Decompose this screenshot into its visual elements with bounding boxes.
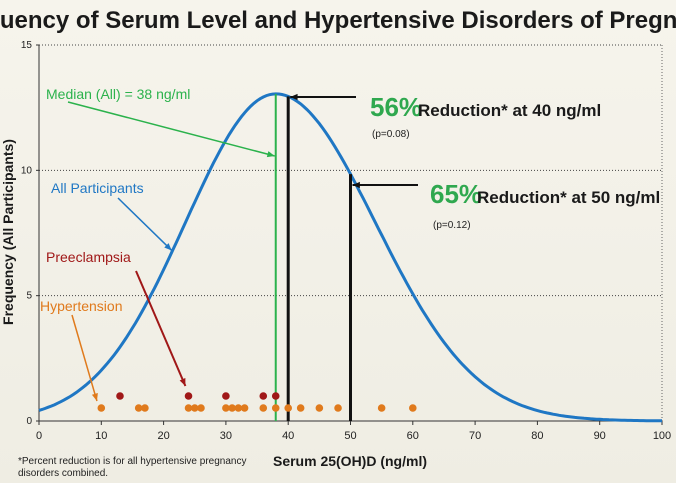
all-participants-label: All Participants bbox=[51, 180, 144, 196]
median-arrow bbox=[67, 101, 275, 157]
reduction-1-percent: 56% bbox=[370, 92, 422, 122]
x-tick-label: 90 bbox=[594, 430, 606, 442]
all-participants-arrow-head bbox=[164, 243, 172, 251]
x-tick-label: 10 bbox=[95, 430, 107, 442]
hypertension-point bbox=[141, 404, 149, 412]
hypertension-point bbox=[377, 404, 386, 412]
hypertension-arrow bbox=[71, 314, 98, 402]
chart-title: Frequency of Serum Level and Hypertensiv… bbox=[0, 7, 676, 34]
hypertension-point bbox=[234, 404, 243, 412]
y-tick-label: 5 bbox=[26, 291, 32, 302]
hypertension-point bbox=[197, 404, 205, 412]
hypertension-point bbox=[315, 404, 324, 412]
hypertension-point bbox=[190, 404, 199, 412]
x-tick-label: 30 bbox=[220, 430, 232, 442]
preeclampsia-point bbox=[259, 392, 268, 400]
preeclampsia-point bbox=[116, 392, 124, 400]
median-label: Median (All) = 38 ng/ml bbox=[46, 86, 190, 102]
hypertension-point bbox=[240, 404, 249, 412]
y-tick-label: 15 bbox=[21, 40, 33, 51]
reduction-2-text: Reduction* at 50 ng/ml bbox=[477, 188, 660, 207]
y-axis-label: Frequency (All Participants) bbox=[0, 139, 16, 325]
hypertension-point bbox=[228, 404, 236, 412]
median-arrow-head bbox=[266, 151, 275, 158]
hypertension-point bbox=[222, 404, 230, 412]
x-ticks: 0 10 20 30 40 50 60 70 80 90 100 bbox=[36, 421, 671, 442]
all-participants-arrow bbox=[117, 197, 173, 252]
hypertension-point bbox=[134, 404, 143, 412]
preeclampsia-point bbox=[271, 392, 280, 400]
x-tick-label: 50 bbox=[344, 430, 356, 442]
y-tick-label: 10 bbox=[21, 165, 33, 176]
hypertension-point bbox=[271, 404, 280, 412]
preeclampsia-point bbox=[184, 392, 193, 400]
x-tick-label: 20 bbox=[157, 430, 169, 442]
y-tick-label: 0 bbox=[26, 416, 32, 427]
preeclampsia-label: Preeclampsia bbox=[46, 249, 131, 265]
x-tick-label: 80 bbox=[531, 430, 543, 442]
reduction-2-arrow-head bbox=[352, 181, 360, 189]
hypertension-point bbox=[259, 404, 268, 412]
x-tick-label: 100 bbox=[653, 430, 671, 442]
footnote: *Percent reduction is for all hypertensi… bbox=[18, 456, 247, 479]
hypertension-point bbox=[334, 404, 342, 412]
hypertension-point bbox=[184, 404, 193, 412]
reduction-1-arrow-head bbox=[290, 93, 298, 101]
hypertension-point bbox=[296, 404, 305, 412]
reduction-2-p: (p=0.12) bbox=[433, 220, 471, 231]
hypertension-label: Hypertension bbox=[40, 298, 123, 314]
preeclampsia-arrow-head bbox=[179, 378, 186, 386]
reduction-1-text: Reduction* at 40 ng/ml bbox=[418, 101, 601, 120]
hypertension-point bbox=[284, 404, 293, 412]
hypertension-point bbox=[409, 404, 417, 412]
x-tick-label: 40 bbox=[282, 430, 294, 442]
x-tick-label: 60 bbox=[407, 430, 419, 442]
reduction-1-p: (p=0.08) bbox=[372, 129, 410, 140]
x-tick-label: 0 bbox=[36, 430, 42, 442]
preeclampsia-point bbox=[222, 392, 230, 400]
preeclampsia-arrow bbox=[135, 270, 187, 387]
x-tick-label: 70 bbox=[469, 430, 481, 442]
marks bbox=[38, 92, 662, 423]
grid bbox=[39, 44, 662, 297]
hypertension-arrow-head bbox=[91, 393, 98, 401]
reduction-2-percent: 65% bbox=[430, 179, 482, 209]
x-axis-label: Serum 25(OH)D (ng/ml) bbox=[273, 453, 427, 469]
hypertension-point bbox=[97, 404, 106, 412]
y-ticks: 0 5 10 15 bbox=[21, 40, 39, 427]
